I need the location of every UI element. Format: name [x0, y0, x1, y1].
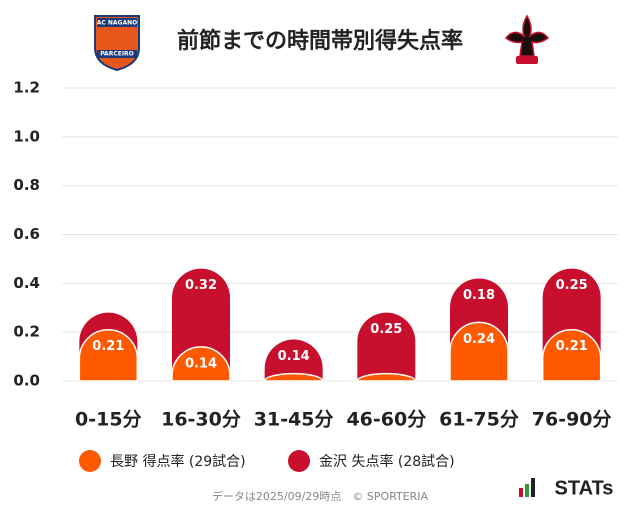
brand-name: STATs	[555, 477, 614, 499]
value-label: 0.25	[556, 278, 588, 293]
y-tick-label: 1.0	[13, 127, 40, 145]
value-label: 0.21	[556, 339, 588, 354]
bar	[78, 329, 139, 382]
legend-label: 長野 得点率 (29試合)	[110, 453, 246, 470]
value-label: 0.21	[92, 339, 124, 354]
legend-marker	[79, 450, 101, 472]
away-logo-band	[516, 56, 538, 64]
brand-mark	[531, 478, 535, 497]
legend-label: 金沢 失点率 (28試合)	[319, 453, 455, 470]
away-logo-emblem	[504, 14, 550, 57]
bar	[263, 372, 324, 382]
bar	[449, 321, 509, 382]
home-logo: AC NAGANO PARCEIRO	[94, 15, 140, 72]
home-logo-band	[97, 18, 137, 27]
bar	[541, 329, 602, 382]
x-tick-label: 16-30分	[161, 409, 241, 431]
x-tick-label: 31-45分	[254, 409, 334, 431]
y-tick-label: 0.0	[13, 372, 40, 390]
y-tick-label: 0.4	[13, 274, 40, 292]
footer: データは2025/09/29時点 © SPORTERIA	[212, 489, 429, 503]
value-label: 0.24	[463, 332, 495, 347]
x-tick-label: 46-60分	[346, 409, 426, 431]
bar	[357, 312, 416, 381]
x-tick-label: 0-15分	[75, 409, 142, 431]
value-label: 0.32	[185, 278, 217, 293]
y-tick-label: 0.8	[13, 176, 40, 194]
y-tick-label: 0.2	[13, 323, 40, 341]
chart-title: 前節までの時間帯別得失点率	[177, 28, 463, 54]
brand-mark	[519, 488, 523, 497]
value-label: 0.18	[463, 288, 495, 303]
x-tick-label: 76-90分	[532, 409, 612, 431]
y-tick-label: 0.6	[13, 225, 40, 243]
value-label: 0.14	[185, 356, 217, 371]
bar	[171, 346, 231, 382]
home-logo-text: PARCEIRO	[100, 51, 134, 58]
home-logo-band	[97, 50, 137, 58]
x-tick-label: 61-75分	[439, 409, 519, 431]
y-tick-label: 1.2	[13, 79, 40, 97]
home-logo-text: AC NAGANO	[97, 20, 138, 27]
bar	[264, 339, 323, 381]
away-logo	[504, 14, 550, 64]
legend-marker	[288, 450, 310, 472]
bar	[356, 372, 417, 382]
brand-logo: STATs	[519, 477, 613, 499]
brand-mark	[525, 484, 529, 497]
value-label: 0.14	[278, 349, 310, 364]
value-label: 0.25	[370, 322, 402, 337]
